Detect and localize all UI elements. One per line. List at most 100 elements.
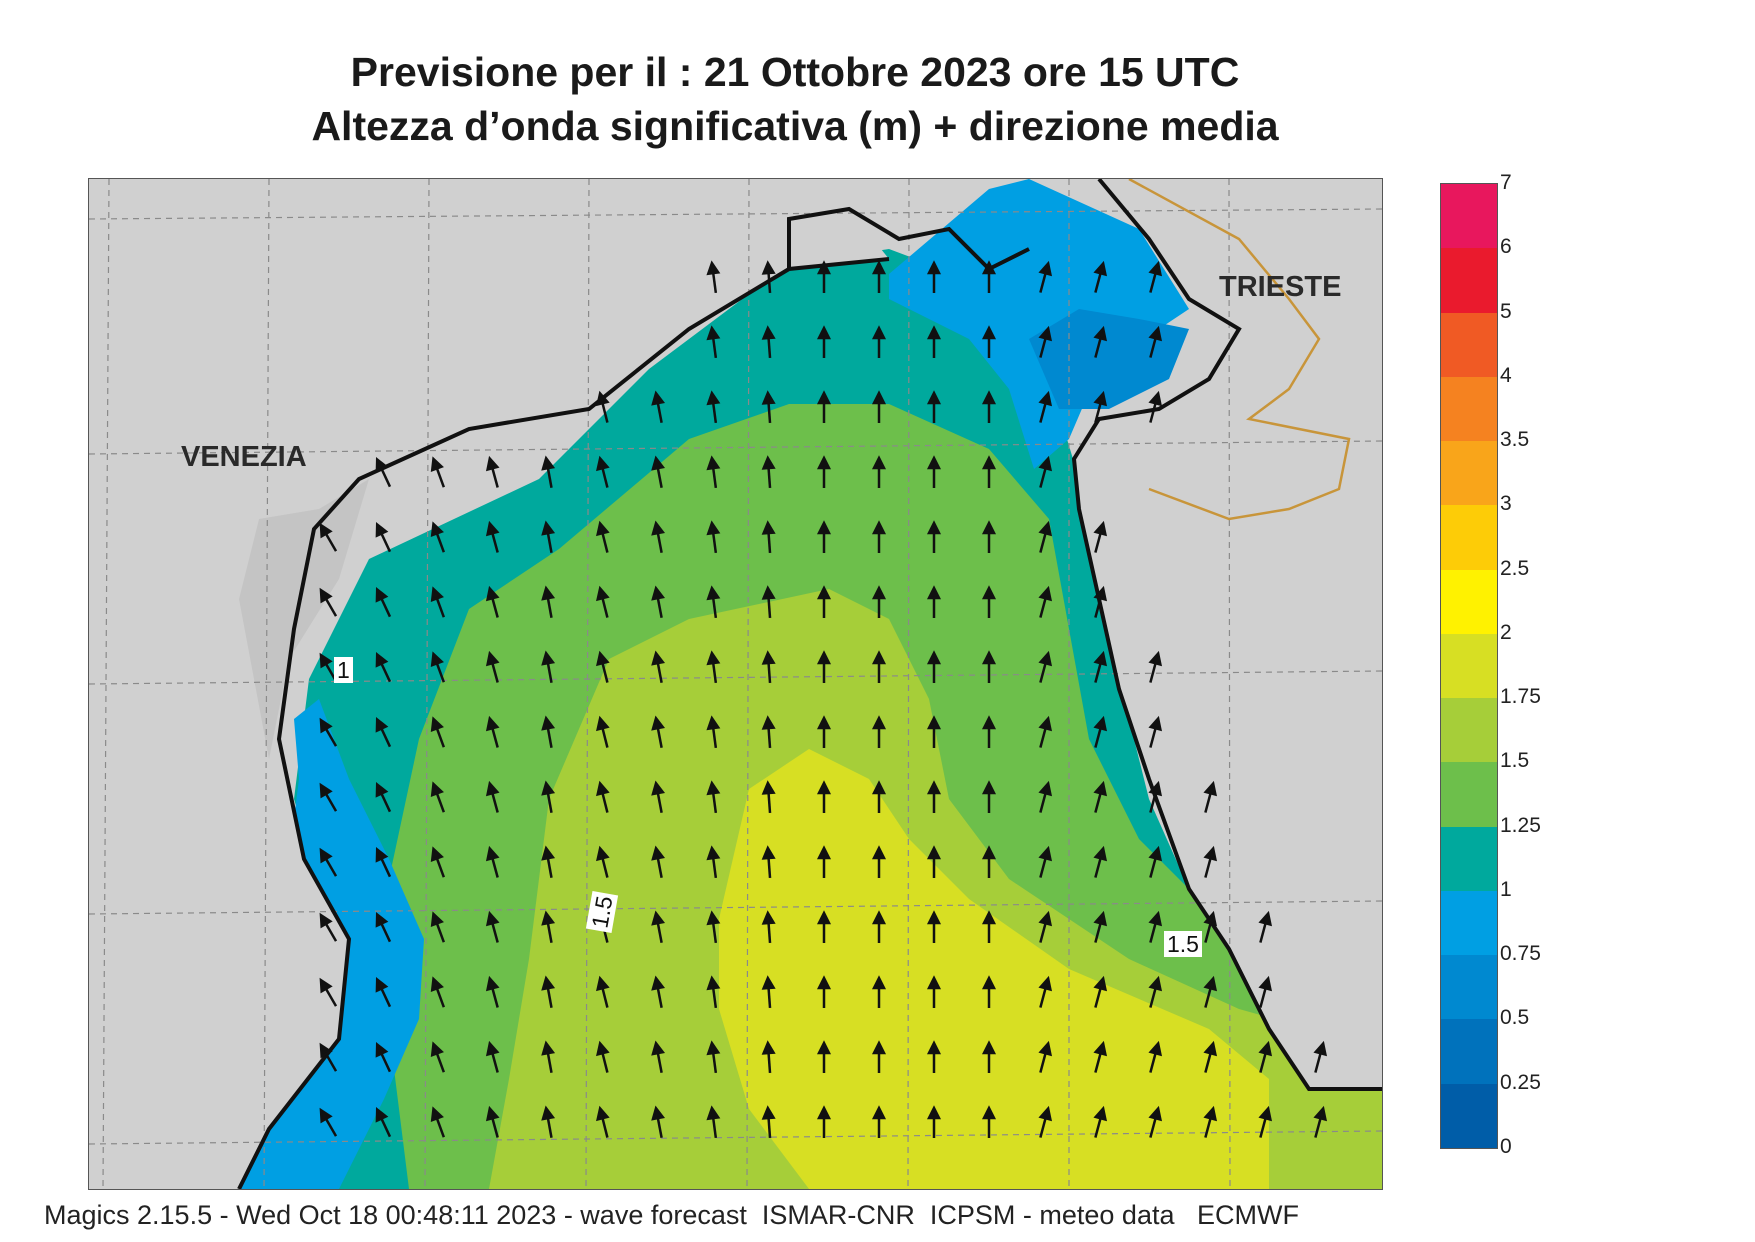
wave-direction-arrow bbox=[816, 585, 832, 618]
wave-direction-arrow bbox=[1148, 650, 1163, 683]
wave-direction-arrow bbox=[871, 1105, 887, 1138]
wave-direction-arrow bbox=[871, 455, 887, 488]
legend-swatch bbox=[1441, 441, 1497, 506]
wave-direction-arrow bbox=[430, 651, 446, 683]
wave-direction-arrow bbox=[375, 1041, 392, 1073]
legend-swatch bbox=[1441, 698, 1497, 763]
wave-direction-arrow bbox=[1148, 715, 1163, 748]
wave-direction-arrow bbox=[596, 520, 610, 553]
legend-label: 5 bbox=[1500, 299, 1512, 323]
wave-direction-arrow bbox=[541, 845, 556, 878]
wave-direction-arrow bbox=[926, 975, 942, 1008]
wave-direction-arrow bbox=[761, 520, 776, 554]
wave-direction-arrow bbox=[816, 715, 832, 748]
wave-direction-arrow bbox=[871, 910, 887, 943]
wave-direction-arrow bbox=[1038, 520, 1053, 553]
wave-direction-arrow bbox=[1038, 390, 1053, 423]
wave-direction-arrow bbox=[1093, 715, 1108, 748]
wave-direction-arrow bbox=[981, 260, 997, 293]
map-canvas bbox=[89, 179, 1382, 1189]
wave-direction-arrow bbox=[651, 1040, 666, 1073]
wave-direction-arrow bbox=[981, 975, 997, 1008]
wave-direction-arrow bbox=[981, 585, 997, 618]
legend-label: 0.75 bbox=[1500, 942, 1541, 966]
legend-label: 0.25 bbox=[1500, 1070, 1541, 1094]
contour-label: 1.5 bbox=[1164, 931, 1202, 957]
wave-direction-arrow bbox=[651, 390, 666, 423]
legend-label: 3.5 bbox=[1500, 428, 1530, 452]
wave-direction-arrow bbox=[981, 715, 997, 748]
wave-direction-arrow bbox=[485, 1040, 500, 1073]
wave-direction-arrow bbox=[1038, 910, 1053, 943]
legend-swatch bbox=[1441, 376, 1497, 442]
wave-direction-arrow bbox=[430, 781, 446, 813]
wave-direction-arrow bbox=[1038, 1105, 1053, 1138]
wave-direction-arrow bbox=[1038, 650, 1053, 683]
legend-swatch bbox=[1441, 762, 1497, 828]
wave-direction-arrow bbox=[1038, 455, 1053, 488]
wave-direction-arrow bbox=[375, 781, 392, 813]
wave-direction-arrow bbox=[816, 520, 832, 553]
coastline-east bbox=[1071, 179, 1382, 1091]
wave-direction-arrow bbox=[761, 715, 776, 749]
wave-direction-arrow bbox=[375, 911, 392, 943]
wave-direction-arrow bbox=[871, 650, 887, 683]
wave-direction-arrow bbox=[816, 390, 832, 423]
wave-direction-arrow bbox=[1148, 260, 1163, 293]
wave-direction-arrow bbox=[816, 1105, 832, 1138]
coastline-west bbox=[237, 257, 890, 1189]
wave-direction-arrow bbox=[1148, 845, 1163, 878]
wave-direction-arrow bbox=[1038, 585, 1053, 618]
wave-direction-arrow bbox=[541, 975, 556, 1008]
wave-direction-arrow bbox=[319, 652, 338, 682]
wave-direction-arrow bbox=[926, 585, 942, 618]
wave-direction-arrow bbox=[485, 780, 500, 813]
wave-direction-arrow bbox=[430, 1041, 446, 1073]
wave-direction-arrow bbox=[651, 585, 666, 618]
wave-direction-arrow bbox=[596, 650, 610, 683]
wave-direction-arrow bbox=[926, 260, 942, 293]
wave-direction-arrow bbox=[871, 975, 887, 1008]
wave-direction-arrow bbox=[816, 1040, 832, 1073]
wave-direction-arrow bbox=[485, 520, 500, 553]
wave-direction-arrow bbox=[871, 845, 887, 878]
wave-direction-arrow bbox=[1148, 1040, 1163, 1073]
wave-direction-arrow bbox=[1038, 780, 1053, 813]
wave-direction-arrow bbox=[926, 455, 942, 488]
legend-swatch bbox=[1441, 184, 1497, 249]
wave-direction-arrow bbox=[541, 780, 556, 813]
wave-direction-arrow bbox=[926, 650, 942, 683]
legend-swatch bbox=[1441, 890, 1497, 956]
wave-direction-arrow bbox=[761, 650, 776, 684]
wave-direction-arrow bbox=[981, 455, 997, 488]
wave-direction-arrow bbox=[1148, 390, 1163, 423]
wave-direction-arrow bbox=[430, 586, 446, 618]
wave-direction-arrow bbox=[485, 715, 500, 748]
sea-zone-0.75-1-east bbox=[889, 179, 1189, 469]
wave-arrows bbox=[319, 260, 1328, 1139]
wave-direction-arrow bbox=[596, 585, 610, 618]
wave-direction-arrow bbox=[1093, 845, 1108, 878]
wave-direction-arrow bbox=[926, 520, 942, 553]
wave-direction-arrow bbox=[430, 456, 446, 488]
wave-direction-arrow bbox=[596, 1105, 610, 1138]
wave-direction-arrow bbox=[1203, 845, 1218, 878]
graticule bbox=[89, 179, 1382, 1189]
wave-direction-arrow bbox=[706, 390, 721, 424]
wave-direction-arrow bbox=[871, 585, 887, 618]
venice-lagoon bbox=[239, 479, 369, 759]
wave-direction-arrow bbox=[761, 780, 776, 814]
wave-direction-arrow bbox=[981, 520, 997, 553]
wave-direction-arrow bbox=[706, 845, 721, 879]
contour-label: 1 bbox=[334, 657, 353, 683]
wave-direction-arrow bbox=[1093, 650, 1108, 683]
legend-label: 6 bbox=[1500, 235, 1512, 259]
footer-credits: Magics 2.15.5 - Wed Oct 18 00:48:11 2023… bbox=[44, 1200, 1299, 1230]
legend-swatch bbox=[1441, 505, 1497, 571]
wave-direction-arrow bbox=[651, 715, 666, 748]
wave-direction-arrow bbox=[1038, 845, 1053, 878]
wave-direction-arrow bbox=[541, 455, 556, 488]
sea-zone-1.75-2 bbox=[719, 749, 1269, 1189]
wave-direction-arrow bbox=[319, 1107, 338, 1137]
wave-direction-arrow bbox=[651, 650, 666, 683]
